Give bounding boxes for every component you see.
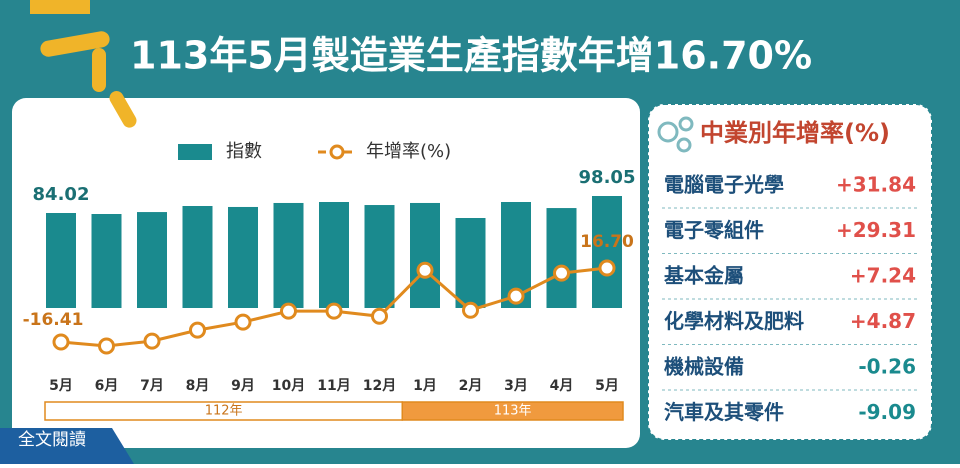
line-value-label: -16.41 bbox=[23, 310, 84, 330]
x-tick-label: 5月 bbox=[49, 378, 73, 394]
line-marker bbox=[553, 264, 570, 282]
line-marker bbox=[325, 302, 343, 320]
x-tick-label: 9月 bbox=[231, 378, 255, 394]
x-tick-label: 8月 bbox=[186, 378, 210, 394]
bar bbox=[137, 212, 167, 308]
line-marker bbox=[416, 261, 434, 279]
x-tick-label: 5月 bbox=[595, 378, 619, 394]
line-marker bbox=[598, 259, 616, 277]
x-tick-label: 4月 bbox=[550, 378, 574, 394]
bar bbox=[46, 213, 76, 308]
robot-arm-icon bbox=[30, 0, 137, 128]
bar bbox=[410, 202, 440, 308]
industry-label: 化學材料及肥料 bbox=[664, 309, 804, 333]
x-tick-label: 3月 bbox=[504, 378, 528, 394]
line-marker bbox=[52, 333, 70, 351]
line-marker bbox=[280, 302, 297, 320]
industry-label: 基本金屬 bbox=[664, 264, 744, 288]
line-value-label: 16.70 bbox=[580, 232, 634, 252]
x-tick-label: 11月 bbox=[317, 378, 350, 394]
year-band bbox=[401, 401, 624, 421]
line-marker bbox=[189, 321, 206, 339]
line-marker bbox=[234, 313, 252, 331]
bar bbox=[592, 196, 622, 308]
line-marker bbox=[371, 307, 388, 325]
bar bbox=[228, 206, 258, 308]
line-marker bbox=[507, 287, 525, 305]
industry-label: 電腦電子光學 bbox=[664, 173, 784, 197]
bar bbox=[273, 202, 304, 308]
gear-icon bbox=[657, 116, 694, 153]
x-tick-label: 7月 bbox=[140, 378, 164, 394]
industry-value: +29.31 bbox=[836, 218, 916, 242]
legend-marker bbox=[329, 144, 345, 160]
legend-swatch bbox=[178, 144, 212, 160]
industry-value: +7.24 bbox=[850, 264, 916, 288]
x-tick-label: 1月 bbox=[413, 378, 437, 394]
legend-label: 指數 bbox=[226, 141, 262, 162]
side-title: 中業別年增率(%) bbox=[700, 119, 890, 147]
bar bbox=[182, 206, 213, 308]
legend-label: 年增率(%) bbox=[366, 141, 451, 162]
bar-value-label: 84.02 bbox=[33, 184, 90, 205]
x-tick-label: 2月 bbox=[459, 378, 483, 394]
bar bbox=[546, 208, 577, 308]
chart-title: 113年5月製造業生產指數年增16.70% bbox=[130, 34, 812, 78]
industry-value: -0.26 bbox=[858, 355, 916, 379]
side-panel bbox=[647, 103, 933, 441]
x-tick-label: 10月 bbox=[272, 378, 305, 394]
button-label[interactable]: 全文閱讀 bbox=[18, 430, 86, 450]
x-tick-label: 6月 bbox=[95, 378, 119, 394]
read-button[interactable]: 全文閱讀 bbox=[0, 428, 134, 464]
line-marker bbox=[98, 337, 115, 355]
industry-value: -9.09 bbox=[858, 400, 916, 424]
bar-value-label: 98.05 bbox=[579, 167, 636, 188]
industry-label: 汽車及其零件 bbox=[664, 400, 784, 424]
line-marker bbox=[143, 332, 161, 350]
bar bbox=[455, 218, 486, 308]
industry-label: 電子零組件 bbox=[664, 218, 764, 242]
industry-value: +4.87 bbox=[850, 309, 916, 333]
bar bbox=[91, 214, 122, 308]
bar bbox=[319, 202, 349, 308]
industry-label: 機械設備 bbox=[664, 355, 744, 379]
bar bbox=[364, 205, 395, 308]
year-label: 112年 bbox=[205, 404, 243, 419]
line-marker bbox=[462, 301, 479, 319]
industry-value: +31.84 bbox=[836, 173, 916, 197]
year-label: 113年 bbox=[494, 404, 532, 419]
x-tick-label: 12月 bbox=[363, 378, 396, 394]
